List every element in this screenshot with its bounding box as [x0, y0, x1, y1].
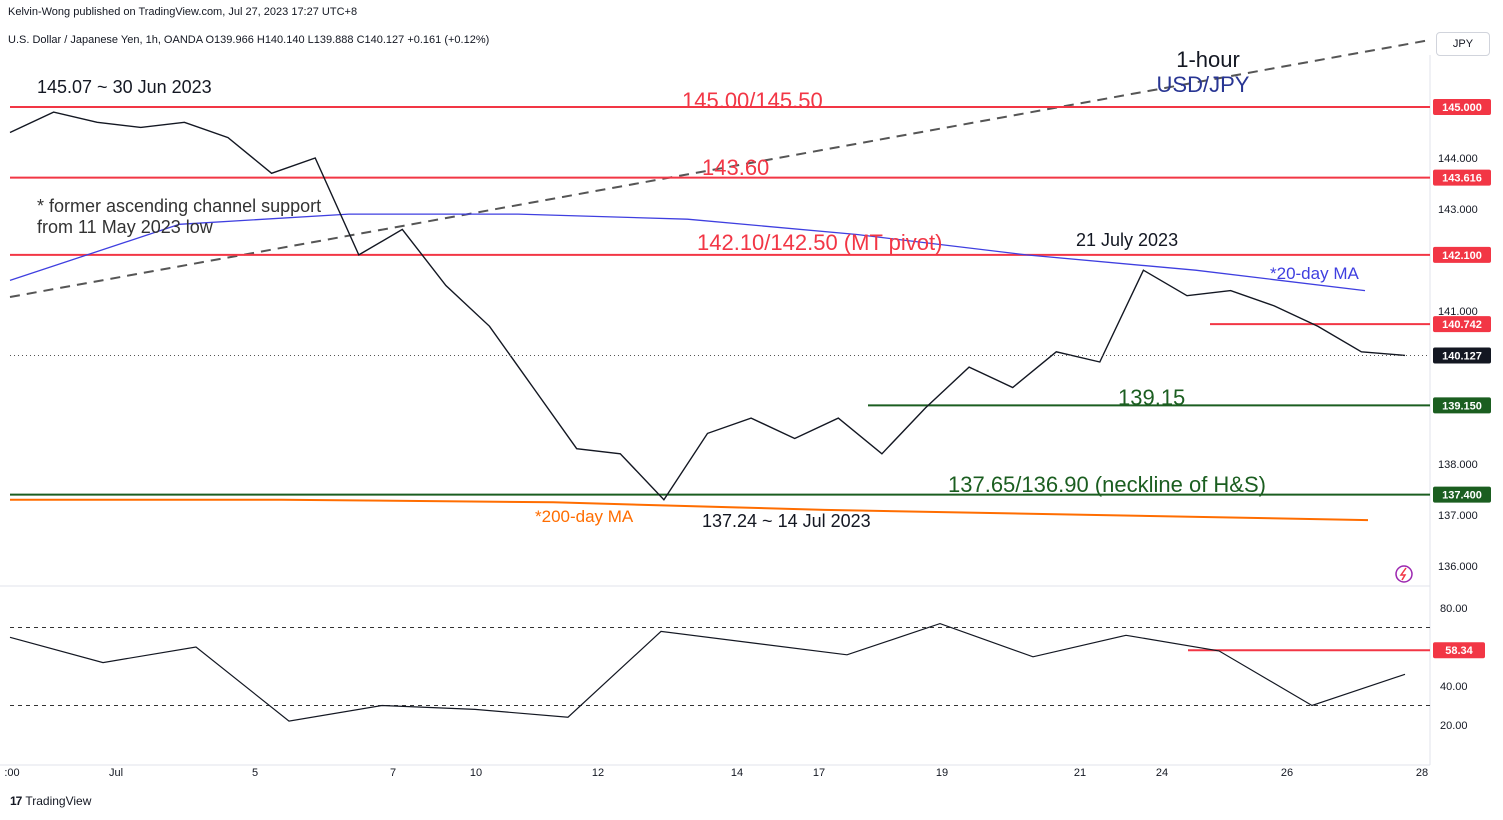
last-price-tag-text: 140.127	[1442, 351, 1482, 363]
symbol-ohlc-line: U.S. Dollar / Japanese Yen, 1h, OANDA O1…	[8, 34, 490, 46]
level-price-tag	[1433, 169, 1491, 186]
x-tick-label: 24	[1156, 767, 1168, 779]
x-tick-label: 5	[252, 767, 258, 779]
x-tick-label: :00	[4, 767, 19, 779]
x-tick-label: 26	[1281, 767, 1293, 779]
level-price-tag-text: 143.616	[1442, 173, 1482, 185]
price-series-line	[9, 111, 1406, 501]
level-label-143-60: 143.60	[702, 155, 769, 180]
level-price-tag	[1433, 397, 1491, 414]
last-price-tag	[1433, 347, 1491, 364]
channel-note-line-1: * former ascending channel support	[37, 196, 321, 216]
lightning-icon[interactable]	[1395, 565, 1413, 583]
ma200-line	[10, 498, 1369, 522]
tradingview-logo[interactable]: 17 TradingView	[10, 794, 91, 808]
chart-title: 1-hour	[1176, 47, 1240, 72]
level-label-137-65: 137.65/136.90 (neckline of H&S)	[948, 472, 1266, 497]
x-tick-label: 28	[1416, 767, 1428, 779]
y-tick-label: 136.000	[1438, 561, 1478, 573]
level-price-tag	[1433, 316, 1491, 333]
x-tick-label: 12	[592, 767, 604, 779]
x-tick-label: 10	[470, 767, 482, 779]
level-price-tag	[1433, 486, 1491, 503]
x-tick-label: 19	[936, 767, 948, 779]
x-tick-label: 14	[731, 767, 743, 779]
osc-y-tick-label: 40.00	[1440, 681, 1468, 693]
level-price-tag-text: 140.742	[1442, 319, 1482, 331]
level-label-142-10: 142.10/142.50 (MT pivot)	[697, 230, 942, 255]
ma20-label: *20-day MA	[1270, 264, 1359, 283]
osc-series-line	[9, 622, 1406, 722]
publisher-line: Kelvin-Wong published on TradingView.com…	[8, 6, 358, 18]
y-tick-label: 138.000	[1438, 459, 1478, 471]
x-tick-label: 21	[1074, 767, 1086, 779]
osc-y-tick-label: 20.00	[1440, 720, 1468, 732]
osc-level-tag-text: 58.34	[1445, 645, 1473, 657]
main-pane: 145.000 143.616 142.100 140.742 139.150 137.4…	[9, 39, 1491, 522]
osc-y-tick-label: 80.00	[1440, 603, 1468, 615]
tradingview-wordmark: TradingView	[25, 794, 92, 808]
swing-annotation: 21 July 2023	[1076, 230, 1178, 250]
level-price-tag-text: 142.100	[1442, 250, 1482, 262]
x-tick-label: Jul	[109, 767, 123, 779]
currency-scale-button[interactable]: JPY	[1436, 32, 1490, 56]
y-tick-label: 137.000	[1438, 510, 1478, 522]
low-annotation: 137.24 ~ 14 Jul 2023	[702, 511, 871, 531]
x-tick-label: 7	[390, 767, 396, 779]
axes: :00 Jul 5 7 10 12 14 17 19 21 24 26 28 136.000 137.000…	[4, 153, 1477, 779]
high-annotation: 145.07 ~ 30 Jun 2023	[37, 77, 212, 97]
y-tick-label: 141.000	[1438, 306, 1478, 318]
channel-note-line-2: from 11 May 2023 low	[37, 217, 214, 237]
level-price-tag	[1433, 246, 1491, 263]
ma20-line	[9, 213, 1366, 292]
chart-subtitle: USD/JPY	[1157, 72, 1250, 97]
y-tick-label: 144.000	[1438, 153, 1478, 165]
level-price-tag-text: 145.000	[1442, 102, 1482, 114]
level-price-tag-text: 137.400	[1442, 490, 1482, 502]
level-price-tag-text: 139.150	[1442, 400, 1482, 412]
osc-level-tag	[1433, 642, 1485, 659]
oscillator-pane: 58.34	[9, 622, 1485, 722]
level-label-145: 145.00/145.50	[682, 88, 823, 113]
level-label-139-15: 139.15	[1118, 385, 1185, 410]
x-tick-label: 17	[813, 767, 825, 779]
level-price-tag	[1433, 99, 1491, 115]
y-tick-label: 143.000	[1438, 204, 1478, 216]
ma200-label: *200-day MA	[535, 507, 634, 526]
tradingview-mark-icon: 17	[10, 794, 22, 808]
